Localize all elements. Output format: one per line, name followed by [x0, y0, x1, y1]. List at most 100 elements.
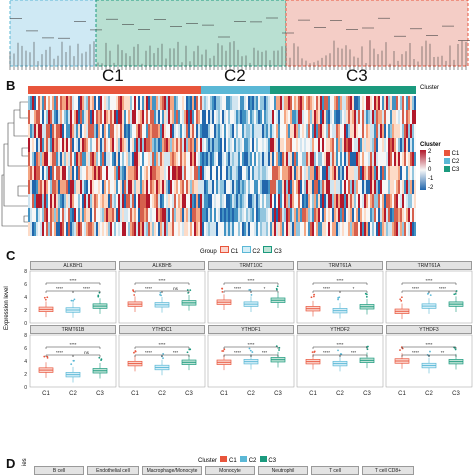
heatmap-cell: [226, 96, 228, 110]
box: [65, 307, 81, 313]
heatmap-cell: [316, 194, 318, 208]
heatmap-cell: [260, 96, 262, 110]
heatmap-cell: [204, 152, 206, 166]
heatmap-cell: [282, 180, 284, 194]
heatmap-cell: [406, 208, 408, 222]
outlier-point: [46, 356, 49, 359]
heatmap-cell: [190, 96, 192, 110]
y-tick-label: 8: [24, 333, 27, 339]
outlier-point: [337, 349, 339, 352]
heatmap-cell: [140, 222, 142, 236]
heatmap-cell: [310, 124, 312, 138]
heatmap-cell: [164, 96, 166, 110]
heatmap-cell: [228, 166, 230, 180]
group-legend-title: Group: [200, 249, 217, 255]
heatmap-cell: [104, 96, 106, 110]
heatmap-cell: [152, 180, 154, 194]
heatmap-cell: [160, 110, 162, 124]
heatmap-cell: [194, 152, 196, 166]
heatmap-cell: [270, 222, 272, 236]
heatmap-cell: [142, 124, 144, 138]
heatmap-cell: [188, 180, 190, 194]
heatmap-cell: [194, 208, 196, 222]
heatmap-cell: [232, 194, 234, 208]
colorbar-tick: 1: [428, 158, 432, 164]
heatmap-cell: [372, 166, 374, 180]
heatmap-cell: [100, 194, 102, 208]
heatmap-cell: [32, 222, 34, 236]
heatmap-cell: [298, 222, 300, 236]
outlier-point: [454, 348, 457, 351]
heatmap-cell: [326, 166, 328, 180]
significance-label: *: [264, 286, 266, 291]
outlier-point: [133, 294, 136, 296]
heatmap-cell: [174, 124, 176, 138]
heatmap-cell: [282, 222, 284, 236]
heatmap-cell: [102, 124, 104, 138]
heatmap-cell: [172, 208, 174, 222]
heatmap-cell: [336, 124, 338, 138]
heatmap-cell: [340, 166, 342, 180]
heatmap-cell: [100, 222, 102, 236]
heatmap-cell: [168, 180, 170, 194]
heatmap-cell: [284, 138, 286, 152]
heatmap-cell: [112, 124, 114, 138]
heatmap-cell: [232, 96, 234, 110]
heatmap-cell: [374, 152, 376, 166]
heatmap-cell: [186, 152, 188, 166]
heatmap-cell: [102, 180, 104, 194]
heatmap-cell: [274, 222, 276, 236]
heatmap-cell: [398, 208, 400, 222]
heatmap-cell: [100, 124, 102, 138]
heatmap-cell: [344, 124, 346, 138]
outlier-point: [365, 295, 368, 298]
significance-label: ****: [56, 286, 63, 291]
heatmap-legend-title: Cluster: [420, 142, 441, 148]
heatmap-cell: [288, 222, 290, 236]
heatmap-cell: [328, 152, 330, 166]
heatmap-cell: [82, 194, 84, 208]
heatmap-cell: [194, 222, 196, 236]
outlier-point: [337, 298, 339, 301]
box: [270, 297, 286, 303]
heatmap-cell: [296, 110, 298, 124]
heatmap-cell: [378, 194, 380, 208]
heatmap-cell: [268, 194, 270, 208]
significance-bracket: [134, 282, 190, 285]
group-legend-c1: C1: [230, 249, 239, 255]
heatmap-cell: [100, 152, 102, 166]
y-tick-label: 6: [24, 282, 27, 288]
heatmap-cell: [118, 138, 120, 152]
heatmap-cell: [186, 222, 188, 236]
heatmap-cell: [404, 152, 406, 166]
heatmap-cell: [210, 180, 212, 194]
heatmap-cell: [120, 208, 122, 222]
heatmap-cell: [258, 124, 260, 138]
heatmap-cell: [176, 110, 178, 124]
heatmap-cell: [300, 166, 302, 180]
heatmap-cell: [266, 194, 268, 208]
heatmap-cell: [202, 124, 204, 138]
significance-bracket: [250, 354, 279, 357]
heatmap-cell: [186, 138, 188, 152]
heatmap-cell: [298, 124, 300, 138]
heatmap-cell: [120, 124, 122, 138]
heatmap-cell: [332, 208, 334, 222]
panel-label-c: C: [6, 248, 16, 263]
heatmap-cell: [236, 96, 238, 110]
heatmap-cell: [196, 124, 198, 138]
heatmap-cell: [336, 222, 338, 236]
heatmap-cell: [230, 194, 232, 208]
heatmap-cell: [338, 110, 340, 124]
significance-bracket: [428, 354, 457, 357]
outlier-point: [400, 346, 403, 349]
heatmap-cell: [310, 180, 312, 194]
heatmap-cell: [208, 110, 210, 124]
heatmap-cell: [272, 110, 274, 124]
heatmap-cell: [370, 222, 372, 236]
heatmap-cell: [276, 96, 278, 110]
heatmap-cell: [334, 166, 336, 180]
outlier-point: [72, 359, 75, 362]
heatmap-cell: [174, 208, 176, 222]
heatmap-cell: [102, 208, 104, 222]
